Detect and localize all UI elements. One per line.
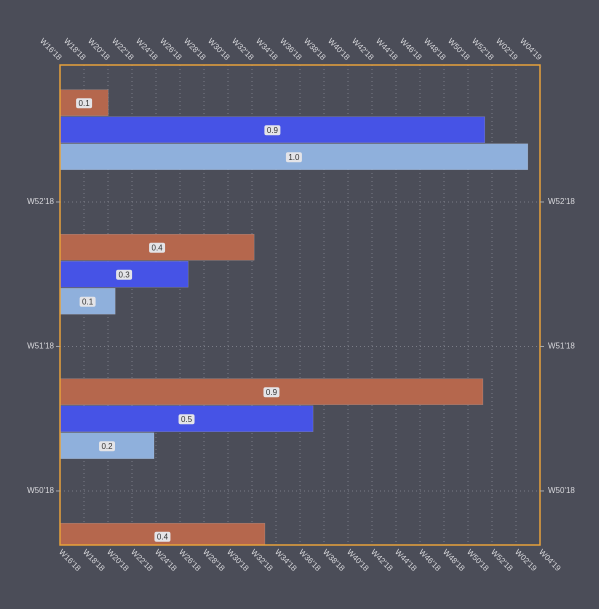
x-tick-label: W18'18 — [62, 37, 88, 63]
x-tick-label: W46'18 — [417, 548, 443, 574]
value-label-box — [178, 414, 195, 425]
x-tick-label: W26'18 — [177, 548, 203, 574]
value-label: 0.9 — [266, 388, 278, 397]
value-label-box — [149, 242, 166, 253]
value-label: 1.0 — [288, 153, 300, 162]
y-tick-label: W50'18 — [548, 486, 575, 495]
x-tick-label: W48'18 — [422, 37, 448, 63]
x-tick-label: W24'18 — [134, 37, 160, 63]
x-tick-label: W42'18 — [369, 548, 395, 574]
value-label: 0.1 — [79, 99, 91, 108]
bars: 0.1 0.9 1.0 0.4 0.3 0.1 0.9 0.5 0.2 0.4 — [60, 89, 529, 545]
x-tick-label: W40'18 — [345, 548, 371, 574]
x-tick-label: W38'18 — [321, 548, 347, 574]
x-tick-label: W36'18 — [297, 548, 323, 574]
x-tick-label: W16'18 — [57, 548, 83, 574]
value-label-box — [263, 387, 280, 398]
x-tick-label: W36'18 — [278, 37, 304, 63]
y-tick-label: W52'18 — [548, 197, 575, 206]
x-tick-label: W34'18 — [254, 37, 280, 63]
x-tick-label: W42'18 — [350, 37, 376, 63]
y-tick-label: W51'18 — [548, 342, 575, 351]
value-label: 0.4 — [152, 243, 164, 252]
y-tick-label: W51'18 — [27, 342, 54, 351]
x-tick-label: W32'18 — [230, 37, 256, 63]
x-tick-label: W50'18 — [446, 37, 472, 63]
x-tick-label: W02'19 — [513, 548, 539, 574]
x-tick-label: W38'18 — [302, 37, 328, 63]
x-tick-label: W22'18 — [110, 37, 136, 63]
value-label-box — [154, 531, 171, 542]
x-tick-label: W04'19 — [537, 548, 563, 574]
x-tick-label: W52'18 — [489, 548, 515, 574]
x-tick-label: W24'18 — [153, 548, 179, 574]
x-tick-label: W46'18 — [398, 37, 424, 63]
x-tick-label: W26'18 — [158, 37, 184, 63]
x-tick-label: W20'18 — [86, 37, 112, 63]
x-tick-label: W22'18 — [129, 548, 155, 574]
x-tick-label: W30'18 — [206, 37, 232, 63]
value-label-box — [264, 125, 281, 136]
x-tick-label: W34'18 — [273, 548, 299, 574]
y-tick-label: W50'18 — [27, 486, 54, 495]
x-tick-label: W40'18 — [326, 37, 352, 63]
value-label: 0.1 — [82, 297, 94, 306]
value-label-box — [76, 98, 93, 109]
x-tick-label: W28'18 — [201, 548, 227, 574]
value-label-box — [79, 296, 96, 307]
value-label: 0.3 — [119, 270, 131, 279]
value-label-box — [99, 441, 116, 452]
value-label: 0.4 — [157, 532, 169, 541]
x-tick-label: W30'18 — [225, 548, 251, 574]
x-tick-label: W52'18 — [470, 37, 496, 63]
value-label: 0.5 — [181, 415, 193, 424]
value-label: 0.2 — [101, 442, 113, 451]
x-tick-label: W18'18 — [81, 548, 107, 574]
value-label: 0.9 — [267, 126, 279, 135]
x-tick-label: W28'18 — [182, 37, 208, 63]
x-tick-label: W50'18 — [465, 548, 491, 574]
x-tick-label: W16'18 — [38, 37, 64, 63]
y-tick-label: W52'18 — [27, 197, 54, 206]
x-tick-label: W44'18 — [374, 37, 400, 63]
x-tick-label: W02'19 — [494, 37, 520, 63]
x-tick-label: W32'18 — [249, 548, 275, 574]
plot-frame — [59, 64, 541, 546]
x-tick-label: W04'19 — [518, 37, 544, 63]
value-label-box — [285, 152, 302, 163]
x-tick-label: W48'18 — [441, 548, 467, 574]
value-label-box — [116, 269, 133, 280]
x-tick-label: W44'18 — [393, 548, 419, 574]
x-tick-label: W20'18 — [105, 548, 131, 574]
